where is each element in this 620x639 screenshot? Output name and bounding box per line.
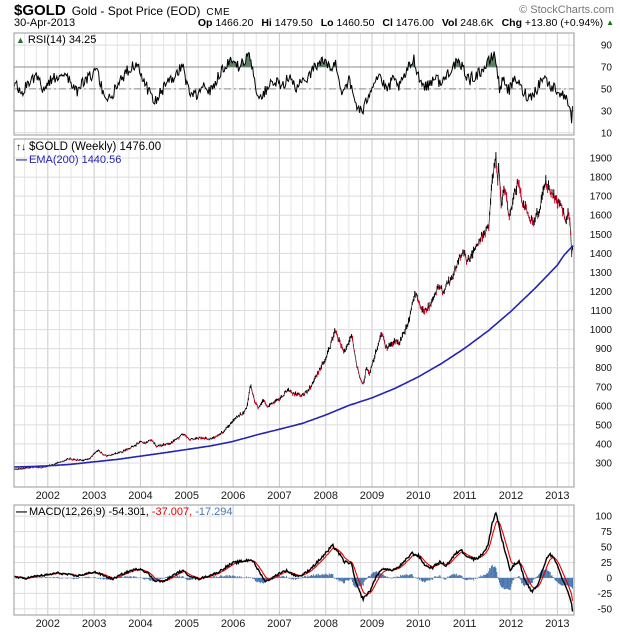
svg-text:2013: 2013 xyxy=(545,490,569,502)
macd-signal-value: -37.007, xyxy=(151,506,193,518)
high-field: Hi 1479.50 xyxy=(261,17,313,29)
low-field: Lo 1460.50 xyxy=(320,17,375,29)
svg-text:500: 500 xyxy=(595,420,612,431)
svg-text:1400: 1400 xyxy=(590,249,613,260)
svg-text:900: 900 xyxy=(595,344,612,355)
svg-text:800: 800 xyxy=(595,363,612,374)
svg-text:1800: 1800 xyxy=(590,173,613,184)
svg-text:2008: 2008 xyxy=(313,490,337,502)
macd-line-icon: — xyxy=(16,506,27,518)
svg-text:2012: 2012 xyxy=(499,618,523,630)
svg-text:2009: 2009 xyxy=(360,618,384,630)
svg-text:400: 400 xyxy=(595,439,612,450)
rsi-legend: RSI(14) 34.25 xyxy=(27,34,97,46)
svg-text:2006: 2006 xyxy=(221,618,245,630)
exchange-label: CME xyxy=(206,7,231,18)
svg-text:2009: 2009 xyxy=(360,490,384,502)
up-triangle-icon: ▲ xyxy=(606,18,614,27)
svg-text:2002: 2002 xyxy=(36,618,60,630)
svg-text:2011: 2011 xyxy=(453,490,477,502)
svg-text:70: 70 xyxy=(601,63,613,74)
svg-text:2008: 2008 xyxy=(313,618,337,630)
svg-text:1500: 1500 xyxy=(590,230,613,241)
rsi-legend-row: ▲ RSI(14) 34.25 xyxy=(16,34,96,46)
svg-text:2011: 2011 xyxy=(453,618,477,630)
svg-text:2013: 2013 xyxy=(545,618,569,630)
close-field: Cl 1476.00 xyxy=(382,17,434,29)
symbol: $GOLD xyxy=(14,2,66,19)
macd-histogram-value: -17.294 xyxy=(195,506,233,518)
ema-legend: EMA(200) 1440.56 xyxy=(29,154,122,166)
macd-legend-row: — MACD(12,26,9) -54.301, -37.007, -17.294 xyxy=(16,506,233,518)
svg-text:30: 30 xyxy=(601,106,613,117)
price-legend-row: ↑↓ $GOLD (Weekly) 1476.00 xyxy=(16,141,161,154)
instrument-name: Gold - Spot Price (EOD) xyxy=(71,4,201,18)
svg-text:90: 90 xyxy=(601,41,613,52)
svg-text:100: 100 xyxy=(595,512,612,523)
svg-text:1900: 1900 xyxy=(590,154,613,165)
x-axis-labels: 2002 2002 2003 2003 2004 2004 2005 2005 2006 2006… xyxy=(36,490,570,630)
svg-text:2004: 2004 xyxy=(128,618,152,630)
svg-text:600: 600 xyxy=(595,401,612,412)
svg-text:2005: 2005 xyxy=(175,618,199,630)
svg-text:25: 25 xyxy=(601,558,613,569)
ema-legend-row: — EMA(200) 1440.56 xyxy=(16,154,121,166)
svg-text:1700: 1700 xyxy=(590,192,613,203)
svg-text:50: 50 xyxy=(601,84,613,95)
rsi-area-icon: ▲ xyxy=(16,35,25,45)
svg-text:2010: 2010 xyxy=(406,618,430,630)
svg-text:1600: 1600 xyxy=(590,211,613,222)
svg-text:2007: 2007 xyxy=(267,490,291,502)
svg-text:1000: 1000 xyxy=(590,325,613,336)
price-legend: $GOLD (Weekly) 1476.00 xyxy=(29,141,162,153)
svg-text:50: 50 xyxy=(601,543,613,554)
change-field: Chg +13.80 (+0.94%) ▲ xyxy=(501,17,614,29)
open-field: Op 1466.20 xyxy=(197,17,254,29)
svg-text:2002: 2002 xyxy=(36,490,60,502)
quote-date: 30-Apr-2013 xyxy=(14,17,76,29)
svg-text:2004: 2004 xyxy=(128,490,152,502)
macd-legend-main: MACD(12,26,9) -54.301, xyxy=(29,506,149,518)
svg-text:1300: 1300 xyxy=(590,268,613,279)
svg-text:1100: 1100 xyxy=(590,306,612,317)
svg-text:2010: 2010 xyxy=(406,490,430,502)
rsi-pane: 10 30 50 70 90 xyxy=(13,32,613,139)
updown-arrows-icon: ↑↓ xyxy=(16,142,26,153)
svg-text:75: 75 xyxy=(601,527,613,538)
price-pane: 300 400 500 600 700 800 900 1000 1100 1200 1300 140… xyxy=(13,138,613,488)
svg-text:2005: 2005 xyxy=(175,490,199,502)
svg-text:10: 10 xyxy=(601,128,613,139)
ohlc-group: Op 1466.20 Hi 1479.50 Lo 1460.50 Cl 1476… xyxy=(198,17,614,29)
svg-text:2003: 2003 xyxy=(82,490,106,502)
svg-text:700: 700 xyxy=(595,382,612,393)
svg-text:1200: 1200 xyxy=(590,287,613,298)
macd-pane: -50 -25 0 25 50 75 100 xyxy=(13,504,613,616)
volume-field: Vol 248.6K xyxy=(441,17,494,29)
quote-row: 30-Apr-2013 Op 1466.20 Hi 1479.50 Lo 146… xyxy=(14,17,614,30)
svg-text:2007: 2007 xyxy=(267,618,291,630)
svg-text:-25: -25 xyxy=(598,589,613,600)
svg-text:2003: 2003 xyxy=(82,618,106,630)
svg-text:2006: 2006 xyxy=(221,490,245,502)
ema-line-icon: — xyxy=(16,154,27,166)
stockcharts-copyright-link[interactable]: © StockCharts.com xyxy=(519,4,614,16)
svg-text:2012: 2012 xyxy=(499,490,523,502)
svg-text:-50: -50 xyxy=(598,604,613,615)
svg-text:0: 0 xyxy=(606,573,612,584)
chart-header: $GOLD Gold - Spot Price (EOD) CME © StockC… xyxy=(14,2,614,19)
svg-text:300: 300 xyxy=(595,458,612,469)
